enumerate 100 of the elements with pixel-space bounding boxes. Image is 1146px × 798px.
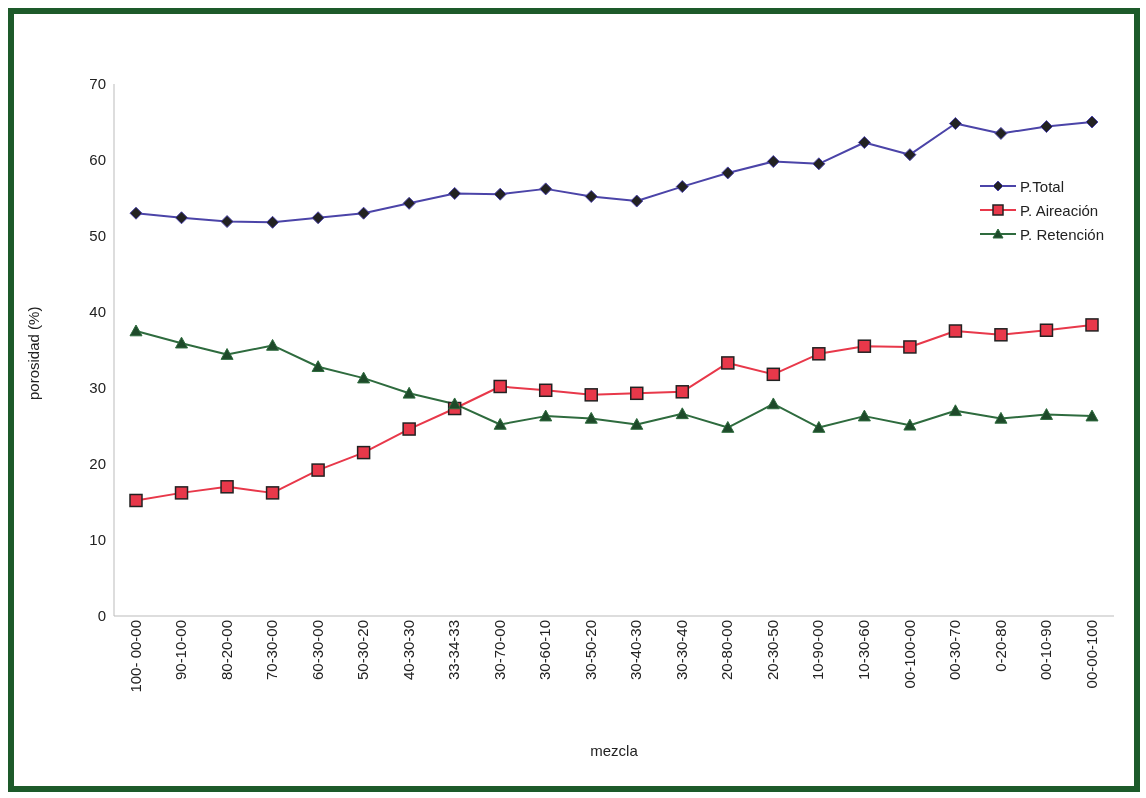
point — [812, 421, 826, 433]
point — [812, 157, 826, 171]
point — [857, 409, 871, 422]
point — [994, 328, 1008, 342]
point — [675, 180, 689, 194]
point — [493, 417, 507, 430]
y-tick-label: 10 — [89, 531, 106, 549]
x-tick-label: 10-30-60 — [855, 620, 873, 681]
point — [812, 347, 826, 361]
point — [129, 493, 143, 508]
x-tick-label: 90-10-00 — [172, 620, 190, 681]
point — [630, 417, 644, 430]
y-tick-label: 60 — [89, 151, 106, 169]
point — [1039, 323, 1054, 337]
point — [220, 215, 234, 229]
point — [1085, 115, 1099, 129]
point — [402, 386, 416, 399]
x-tick-label: 30-50-20 — [581, 620, 599, 681]
point — [493, 187, 507, 201]
y-tick-label: 20 — [89, 455, 106, 473]
point — [175, 336, 189, 349]
x-tick-label: 30-70-00 — [490, 620, 508, 681]
point — [675, 385, 690, 399]
point — [675, 407, 689, 420]
point — [539, 409, 553, 422]
x-tick-label: 00-100-00 — [900, 620, 918, 689]
x-tick-label: 30-60-10 — [536, 620, 554, 681]
x-tick-label: 70-30-00 — [263, 620, 281, 681]
point — [402, 196, 416, 210]
x-tick-label: 33-34-33 — [445, 620, 463, 681]
point — [857, 339, 872, 353]
y-axis-title: porosidad (%) — [25, 306, 43, 400]
point — [1085, 318, 1099, 332]
point — [766, 397, 780, 410]
point — [539, 182, 553, 196]
legend-label: P. Aireación — [1020, 201, 1099, 219]
x-axis-title: mezcla — [590, 742, 639, 759]
point — [311, 360, 325, 373]
point — [538, 383, 553, 398]
x-tick-label: 80-20-00 — [217, 620, 235, 681]
point — [311, 211, 325, 225]
point — [857, 136, 871, 150]
point — [766, 367, 781, 382]
x-tick-label: 10-90-00 — [809, 620, 827, 681]
legend-label: P.Total — [1020, 177, 1064, 195]
point — [1085, 409, 1099, 422]
x-tick-label: 60-30-00 — [308, 620, 326, 681]
x-tick-label: 00-00-100 — [1082, 620, 1100, 689]
point — [265, 486, 280, 500]
point — [448, 397, 462, 410]
point — [220, 480, 234, 494]
point — [174, 486, 189, 500]
point — [1039, 120, 1053, 134]
point — [584, 189, 598, 203]
point — [903, 418, 917, 431]
y-tick-label: 40 — [89, 303, 106, 321]
point — [721, 166, 735, 180]
point — [266, 338, 280, 351]
point — [129, 324, 143, 337]
legend-label: P. Retención — [1020, 225, 1104, 243]
point — [994, 126, 1008, 140]
point — [493, 379, 507, 394]
point — [948, 404, 962, 417]
x-tick-label: 00-10-90 — [1037, 620, 1055, 681]
point — [903, 340, 917, 354]
point — [129, 206, 143, 220]
point — [1039, 408, 1053, 420]
x-tick-label: 40-30-30 — [399, 620, 417, 681]
point — [630, 386, 644, 401]
x-tick-label: 00-30-70 — [946, 620, 964, 681]
x-tick-label: 30-30-40 — [672, 620, 690, 681]
y-tick-label: 70 — [89, 75, 106, 93]
x-tick-label: 30-40-30 — [627, 620, 645, 681]
point — [311, 463, 325, 477]
point — [630, 194, 644, 208]
point — [175, 211, 189, 225]
point — [357, 206, 371, 220]
point — [357, 371, 371, 384]
point — [903, 148, 917, 162]
point — [448, 186, 462, 200]
point — [948, 117, 962, 131]
x-tick-label: 100- 00-00 — [126, 620, 144, 693]
point — [220, 348, 234, 360]
point — [766, 155, 780, 169]
x-tick-label: 0-20-80 — [991, 620, 1009, 672]
point — [402, 422, 416, 436]
x-tick-label: 20-80-00 — [718, 620, 736, 681]
y-tick-label: 30 — [89, 379, 106, 397]
point — [948, 324, 963, 338]
x-tick-label: 50-30-20 — [354, 620, 372, 681]
point — [584, 388, 598, 402]
y-tick-label: 50 — [89, 227, 106, 245]
point — [266, 215, 280, 229]
point — [994, 411, 1008, 424]
point — [584, 411, 598, 424]
y-tick-label: 0 — [97, 607, 106, 625]
point — [721, 421, 735, 433]
point — [356, 445, 371, 460]
point — [721, 356, 735, 370]
x-tick-label: 20-30-50 — [763, 620, 781, 681]
